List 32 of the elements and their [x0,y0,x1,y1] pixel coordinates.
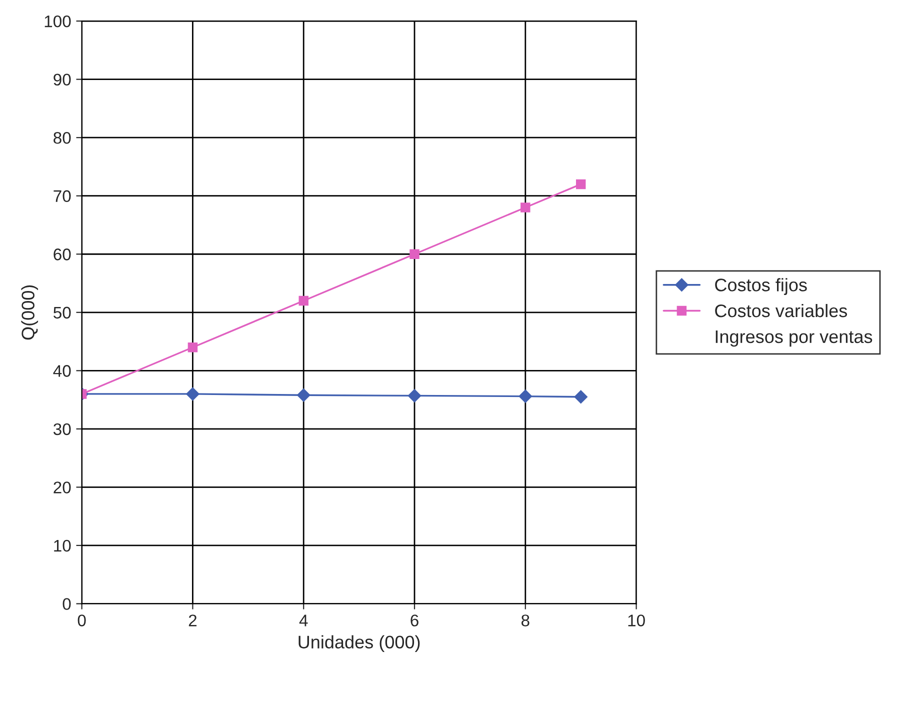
point [574,390,588,404]
y-tick-label: 10 [54,540,71,552]
x-tick-label: 0 [78,614,86,626]
point [188,342,198,352]
x-tick-label: 4 [299,614,308,626]
y-tick-label: 50 [54,306,71,319]
legend-label: Costos variables [715,304,848,318]
y-tick-label: 40 [53,365,71,377]
y-tick-label: 90 [54,74,71,86]
x-tick-label: 8 [521,614,530,626]
y-tick-label: 60 [54,248,71,260]
x-tick-label: 6 [410,614,418,626]
point [520,202,530,212]
point [410,249,420,259]
x-tick-label: 2 [188,614,197,626]
point [186,387,200,401]
y-tick-label: 0 [62,598,71,610]
point [408,389,422,402]
y-tick-label: 20 [54,482,71,494]
x-tick-label: 10 [628,614,645,626]
y-tick-label: 100 [44,15,71,28]
y-tick-label: 30 [53,423,71,436]
y-tick-label: 70 [54,190,71,202]
text: Ingresos por ventas [716,330,872,347]
y-tick-label: 80 [54,132,71,144]
x-axis-title: Unidades (000) [298,635,420,652]
point [518,390,532,403]
point [576,179,586,190]
point [298,296,308,306]
y-axis-title: Q(000) [21,285,38,340]
legend-label: Costos fijos [715,278,807,295]
point [297,388,310,402]
